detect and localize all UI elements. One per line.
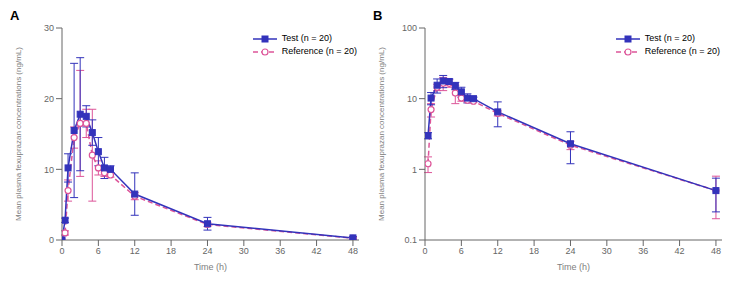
svg-text:30: 30 bbox=[602, 246, 612, 256]
svg-text:30: 30 bbox=[44, 23, 54, 33]
svg-text:12: 12 bbox=[493, 246, 503, 256]
svg-text:0: 0 bbox=[49, 235, 54, 245]
svg-text:0.1: 0.1 bbox=[404, 235, 417, 245]
svg-text:36: 36 bbox=[638, 246, 648, 256]
svg-text:42: 42 bbox=[312, 246, 322, 256]
svg-text:Time (h): Time (h) bbox=[557, 262, 590, 272]
svg-text:18: 18 bbox=[529, 246, 539, 256]
html-text:A: A bbox=[10, 8, 20, 23]
svg-text:10: 10 bbox=[407, 94, 417, 104]
svg-text:6: 6 bbox=[96, 246, 101, 256]
svg-text:100: 100 bbox=[402, 23, 417, 33]
html-text:Reference (n = 20): Reference (n = 20) bbox=[281, 46, 357, 56]
svg-text:24: 24 bbox=[565, 246, 575, 256]
svg-text:0: 0 bbox=[59, 246, 64, 256]
html-text:Test (n = 20): Test (n = 20) bbox=[281, 33, 332, 43]
svg-text:18: 18 bbox=[166, 246, 176, 256]
svg-text:24: 24 bbox=[202, 246, 212, 256]
svg-text:42: 42 bbox=[675, 246, 685, 256]
svg-text:Mean plasma fexuprazan concent: Mean plasma fexuprazan concentrations (n… bbox=[377, 47, 386, 221]
svg-text:Mean plasma fexuprazan concent: Mean plasma fexuprazan concentrations (n… bbox=[14, 47, 23, 221]
svg-text:48: 48 bbox=[348, 246, 358, 256]
svg-text:36: 36 bbox=[275, 246, 285, 256]
svg-text:Time (h): Time (h) bbox=[194, 262, 227, 272]
html-text:B: B bbox=[373, 8, 383, 23]
svg-text:30: 30 bbox=[239, 246, 249, 256]
svg-text:20: 20 bbox=[44, 94, 54, 104]
svg-text:12: 12 bbox=[130, 246, 140, 256]
svg-text:6: 6 bbox=[459, 246, 464, 256]
html-text:Reference (n = 20): Reference (n = 20) bbox=[644, 46, 720, 56]
svg-text:10: 10 bbox=[44, 165, 54, 175]
svg-text:48: 48 bbox=[711, 246, 721, 256]
html-text:Test (n = 20): Test (n = 20) bbox=[644, 33, 695, 43]
svg-text:1: 1 bbox=[412, 165, 417, 175]
svg-text:0: 0 bbox=[422, 246, 427, 256]
